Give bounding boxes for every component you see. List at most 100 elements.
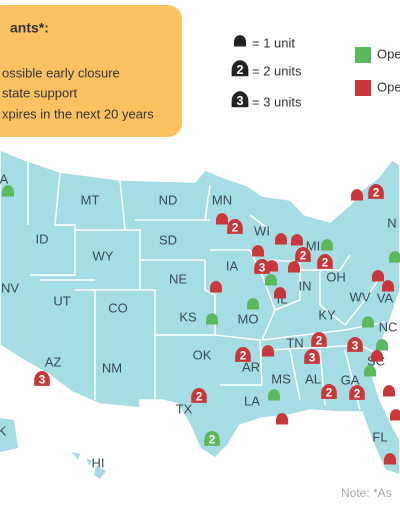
marker-label: 2	[232, 222, 239, 235]
hawaii	[72, 452, 106, 479]
marker-icon	[274, 287, 286, 299]
state-label: OK	[193, 347, 212, 362]
status-swatch	[355, 47, 371, 63]
state-label: FL	[372, 429, 387, 444]
state-label: MI	[306, 238, 320, 253]
state-label: CO	[108, 300, 128, 315]
state-label: N	[387, 215, 396, 230]
marker-icon	[390, 409, 400, 421]
marker-icon	[266, 260, 278, 272]
marker-label: 2	[316, 335, 323, 348]
marker-icon	[321, 384, 337, 399]
legend-box	[0, 5, 182, 137]
marker-icon	[235, 347, 251, 362]
marker-icon	[371, 350, 383, 362]
state-borders	[27, 162, 391, 411]
marker-label: 2	[322, 257, 329, 270]
marker-label: 3	[352, 340, 359, 353]
state-label: NC	[379, 319, 398, 334]
marker-label: 2	[196, 391, 203, 404]
state-label: UT	[53, 293, 70, 308]
status-text: Ope	[377, 79, 400, 94]
marker-icon	[349, 385, 365, 400]
state-label: NM	[102, 360, 122, 375]
marker-icon	[368, 184, 384, 199]
state-label: WY	[93, 248, 114, 263]
legend-item: xpires in the next 20 years	[2, 106, 154, 121]
unit-legend: = 1 unit 2 = 2 units 3 = 3 units	[231, 35, 302, 109]
state-label: MN	[212, 192, 232, 207]
marker-icon	[227, 218, 243, 234]
marker-icon	[275, 233, 287, 245]
note: Note: *As	[341, 486, 392, 500]
state-label: WA	[0, 171, 9, 186]
state-label: K	[0, 423, 7, 438]
marker-label: 3	[309, 352, 316, 365]
state-label: AL	[305, 371, 321, 386]
marker-label: 3	[259, 262, 266, 275]
marker-icon	[254, 259, 270, 274]
legend-item: state support	[2, 85, 78, 100]
legend-title: ants*:	[10, 20, 49, 36]
marker-label: 3	[39, 374, 46, 387]
marker-icon	[295, 247, 311, 262]
state-label: KY	[318, 307, 336, 322]
marker-icon	[362, 316, 374, 328]
marker-icon	[376, 339, 388, 351]
marker-icon	[206, 313, 218, 325]
state-label: AZ	[45, 354, 62, 369]
state-label: KS	[179, 309, 197, 324]
state-label: ID	[36, 231, 49, 246]
state-label: IN	[299, 278, 312, 293]
marker-icon	[276, 413, 288, 425]
marker-label: 2	[354, 388, 361, 401]
marker-icon	[231, 60, 249, 77]
marker-icon	[234, 35, 246, 47]
marker-icon	[351, 189, 363, 201]
marker-icon	[247, 298, 259, 310]
state-label: AR	[242, 359, 260, 374]
marker-icon	[321, 239, 333, 251]
state-label: LA	[244, 393, 260, 408]
marker-icon	[291, 234, 303, 246]
marker-icon	[231, 91, 249, 108]
marker-label: 2	[209, 434, 216, 447]
unit-text: = 2 units	[252, 63, 302, 78]
state-label: MS	[271, 371, 291, 386]
state-label: WI	[254, 223, 270, 238]
marker-icon	[383, 385, 395, 397]
marker-icon	[34, 371, 50, 386]
marker-icon	[288, 261, 300, 273]
marker-label: 3	[236, 94, 243, 108]
state-label: VA	[377, 290, 394, 305]
marker-icon	[265, 274, 277, 286]
marker-icon	[382, 280, 394, 292]
status-legend: Ope Ope	[355, 46, 400, 96]
state-label: HI	[92, 455, 105, 470]
state-label: NE	[169, 271, 187, 286]
state-label: SD	[159, 232, 177, 247]
marker-icon	[210, 281, 222, 293]
marker-icon	[311, 332, 327, 347]
state-label: MO	[238, 311, 259, 326]
state-label: MT	[81, 192, 100, 207]
marker-icon	[191, 387, 207, 403]
marker-label: 2	[236, 63, 243, 77]
marker-icon	[2, 185, 14, 197]
marker-label: 2	[373, 187, 380, 200]
marker-icon	[384, 453, 396, 465]
state-label: IL	[277, 291, 288, 306]
marker-icon	[347, 337, 363, 352]
marker-icon	[304, 349, 320, 364]
us-map	[0, 149, 400, 476]
marker-label: 2	[240, 350, 247, 363]
marker-icon	[262, 345, 274, 357]
status-text: Ope	[377, 46, 400, 61]
state-labels: WA MT ND MN ID SD WI WY MI IA NE NV UT CO IL IN OH N KS MO K…	[0, 171, 397, 470]
state-label: NV	[1, 280, 19, 295]
marker-icon	[216, 213, 228, 225]
alaska	[0, 418, 18, 452]
status-swatch	[355, 80, 371, 96]
